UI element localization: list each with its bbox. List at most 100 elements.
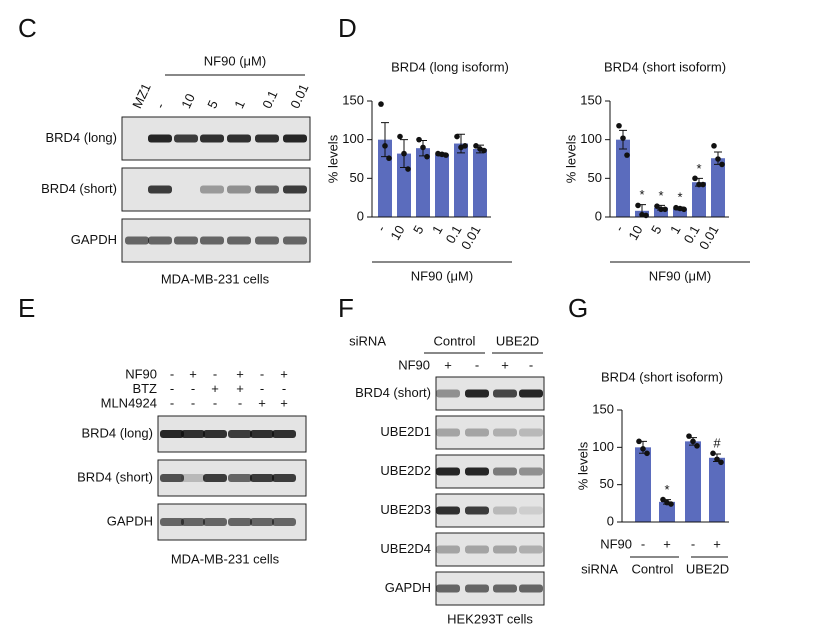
band [174,236,198,245]
caption: MDA-MB-231 cells [171,551,280,566]
treatment-label: NF90 [125,366,157,381]
band [465,428,489,437]
blot-label: BRD4 (short) [355,385,431,400]
band [283,134,307,143]
blot [435,532,545,567]
header: NF90 (μM) [204,53,266,68]
treatment-sign: + [280,366,288,381]
data-point [616,122,622,129]
data-point [719,161,725,168]
data-point [378,101,384,107]
band [181,474,205,482]
treatment-sign: + [189,366,197,381]
data-point [635,202,641,209]
data-point [382,143,388,149]
y-tick-label: 0 [607,513,614,528]
treatment-sign: + [280,395,288,410]
data-point [700,181,706,188]
x-tick-label: - [641,536,645,551]
band [272,474,296,482]
blot-label: BRD4 (long) [45,130,117,145]
band [519,506,543,515]
treatment-sign: - [191,381,195,396]
x-tick-label: 1 [667,223,684,237]
band [493,506,517,515]
treatment-sign: - [260,381,264,396]
treatment-sign: - [170,381,174,396]
data-point [462,143,468,149]
data-point [711,143,717,149]
blot-label: BRD4 (short) [77,469,153,484]
band [203,474,227,482]
band [148,185,172,194]
band [200,134,224,143]
panel-label: D [338,13,357,43]
treatment-label: BTZ [132,381,157,396]
bar [454,143,468,217]
data-point [443,152,449,158]
blot [435,415,545,450]
y-tick-label: 150 [580,92,602,107]
x-tick-label: 10 [625,223,645,243]
treatment-sign: - [282,381,286,396]
y-tick-label: 0 [595,208,602,223]
data-point [696,181,702,188]
band [250,474,274,482]
data-point [694,443,700,449]
band [272,430,296,438]
significance-mark: * [677,189,682,204]
treatment-sign: - [213,395,217,410]
x-tick-label: 0.01 [696,223,722,252]
band [227,134,251,143]
band [228,430,252,438]
panel-label: C [18,13,37,43]
data-point [715,156,721,162]
bar [709,457,725,522]
row-label: NF90 [398,357,430,372]
data-point [681,206,687,213]
lane-label: - [152,100,167,110]
data-point [714,456,720,463]
data-point [668,501,674,507]
band [493,467,517,476]
bar [673,208,687,217]
lane-label: 1 [231,98,248,111]
treatment-sign: - [260,366,264,381]
blot-label: UBE2D4 [380,541,431,556]
data-point [405,166,411,172]
band [436,584,460,593]
data-point [692,175,698,182]
x-axis-label: NF90 (μM) [649,268,711,283]
blot-label: GAPDH [71,232,117,247]
band [465,584,489,593]
band [228,474,252,482]
y-tick-label: 50 [588,170,602,185]
y-axis-label: % levels [563,134,578,183]
significance-mark: # [713,436,721,451]
x-tick-label: + [713,536,721,551]
blot-label: GAPDH [385,580,431,595]
band [493,428,517,437]
data-point [473,143,479,149]
significance-mark: * [658,188,663,203]
band [436,545,460,554]
band [255,236,279,245]
band [227,185,251,194]
data-point [644,450,650,457]
bar [635,447,651,522]
x-tick-label: - [691,536,695,551]
caption: HEK293T cells [447,611,533,626]
group-name: UBE2D [496,333,539,348]
band [465,467,489,476]
y-tick-label: 100 [592,439,614,454]
band [200,236,224,245]
data-point [624,152,630,158]
bar [416,148,430,217]
x-tick-label: - [373,223,388,234]
treatment-sign: - [191,395,195,410]
data-point [710,450,716,457]
band [493,389,517,398]
band [255,185,279,194]
bar [616,139,630,217]
